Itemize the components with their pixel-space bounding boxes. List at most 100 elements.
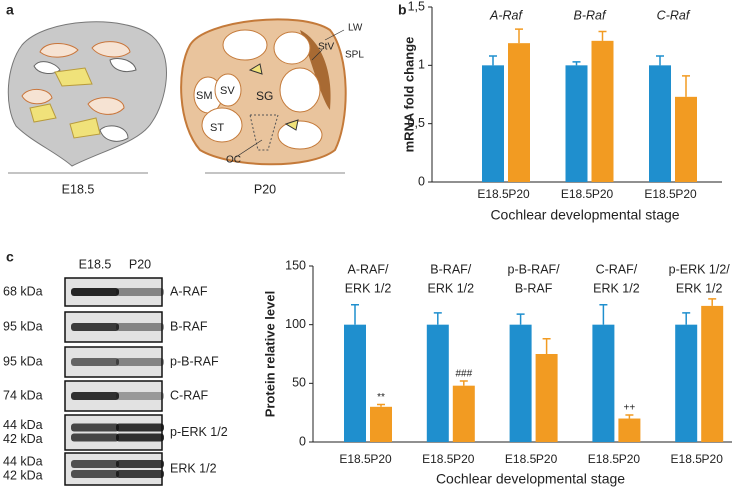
protein-label: p-ERK 1/2	[170, 425, 228, 439]
blot-box	[64, 414, 163, 451]
bar-label: E18.5	[505, 452, 537, 466]
kda-label: 95 kDa	[3, 354, 43, 368]
y-tick-label: 0	[299, 434, 306, 448]
structure-label: SPL	[345, 50, 364, 61]
bar-label: P20	[370, 452, 392, 466]
bar	[675, 96, 697, 182]
category-label: ERK 1/2	[428, 281, 475, 295]
kda-label: 44 kDa	[3, 418, 43, 432]
error-bar	[599, 303, 608, 325]
bar-label: P20	[702, 452, 724, 466]
y-tick-label: 100	[285, 317, 306, 331]
bar-label: E18.5	[422, 452, 454, 466]
blot-band	[71, 470, 119, 478]
bar	[535, 354, 558, 442]
bar-label: E18.5	[588, 452, 620, 466]
blot-band	[71, 433, 119, 442]
diagram-label: E18.5	[62, 182, 95, 196]
x-axis-title: Cochlear developmental stage	[436, 471, 625, 487]
protein-label: C-RAF	[170, 388, 209, 402]
blot-band	[116, 470, 164, 478]
bar-label: P20	[675, 187, 697, 201]
bar-label: P20	[619, 452, 641, 466]
bar	[508, 43, 530, 182]
bar-label: P20	[508, 187, 530, 201]
bar-label: E18.5	[644, 187, 676, 201]
y-tick-label: 0,5	[408, 116, 425, 130]
blot-band	[71, 392, 119, 400]
kda-label: 42 kDa	[3, 468, 43, 482]
bar-label: P20	[592, 187, 614, 201]
e18-diagram	[7, 21, 167, 174]
blot-band	[71, 323, 119, 331]
diagram-label: P20	[254, 182, 276, 196]
error-bar	[656, 55, 664, 66]
category-label: C-RAF/	[596, 262, 638, 276]
protein-label: p-B-RAF	[170, 354, 219, 368]
bar-label: E18.5	[561, 187, 593, 201]
category-label: p-ERK 1/2/	[669, 262, 731, 276]
error-bar	[708, 298, 717, 306]
category-label: ERK 1/2	[593, 281, 640, 295]
y-tick-label: 50	[292, 376, 306, 390]
y-tick-label: 1,5	[408, 0, 425, 13]
category-label: A-RAF/	[348, 262, 390, 276]
error-bar	[682, 75, 690, 97]
panel-label: b	[398, 2, 407, 18]
category-label: B-Raf	[574, 8, 607, 22]
category-label: B-RAF	[515, 281, 553, 295]
bar	[649, 65, 671, 182]
blot-band	[116, 358, 164, 366]
structure-label: StV	[318, 42, 334, 53]
bar	[675, 324, 698, 442]
kda-label: 42 kDa	[3, 432, 43, 446]
error-bar	[489, 55, 497, 66]
bar	[701, 305, 724, 442]
blot-band	[116, 323, 164, 331]
bar	[482, 65, 504, 182]
bar	[591, 40, 614, 183]
kda-label: 95 kDa	[3, 319, 43, 333]
bar-label: E18.5	[339, 452, 371, 466]
error-bar	[682, 312, 691, 325]
x-axis-title: Cochlear developmental stage	[490, 207, 679, 223]
error-bar	[516, 313, 525, 325]
protein-label: A-RAF	[170, 284, 208, 298]
structure-label: OC	[226, 155, 241, 166]
bar	[370, 406, 392, 442]
protein-label: B-RAF	[170, 319, 208, 333]
error-bar	[598, 30, 607, 41]
error-bar	[351, 303, 359, 325]
y-tick-label: 150	[285, 258, 306, 272]
error-bar	[433, 312, 442, 325]
error-bar	[377, 403, 385, 407]
error-bar	[459, 380, 468, 386]
blot-band	[71, 358, 119, 366]
bar	[344, 324, 366, 442]
bar	[565, 65, 588, 182]
blot-band	[116, 433, 164, 442]
error-bar	[572, 61, 581, 66]
category-label: B-RAF/	[430, 262, 472, 276]
charts: 0 0,5 1 1,5 mRNA fold change Cochlear develop…	[262, 0, 732, 487]
category-label: A-Raf	[489, 8, 523, 22]
bar	[452, 385, 475, 442]
protein-label: ERK 1/2	[170, 461, 217, 475]
blot-band	[116, 392, 164, 400]
p20-diagram	[180, 18, 347, 174]
blot-band	[71, 423, 119, 432]
error-bar	[542, 337, 551, 354]
error-bar	[515, 28, 523, 44]
error-bar	[625, 414, 634, 419]
structure-label: SV	[220, 85, 235, 97]
blot-band	[71, 460, 119, 468]
bar-label: P20	[453, 452, 475, 466]
blot-condition: P20	[129, 257, 151, 271]
y-tick-label: 1	[418, 58, 425, 72]
structure-labels: LW StV SPL SM SV SG ST OC	[196, 23, 364, 166]
y-tick-label: 0	[418, 174, 425, 188]
structure-label: ST	[210, 122, 224, 134]
panel-label: c	[6, 249, 14, 265]
category-label: p-B-RAF/	[508, 262, 561, 276]
